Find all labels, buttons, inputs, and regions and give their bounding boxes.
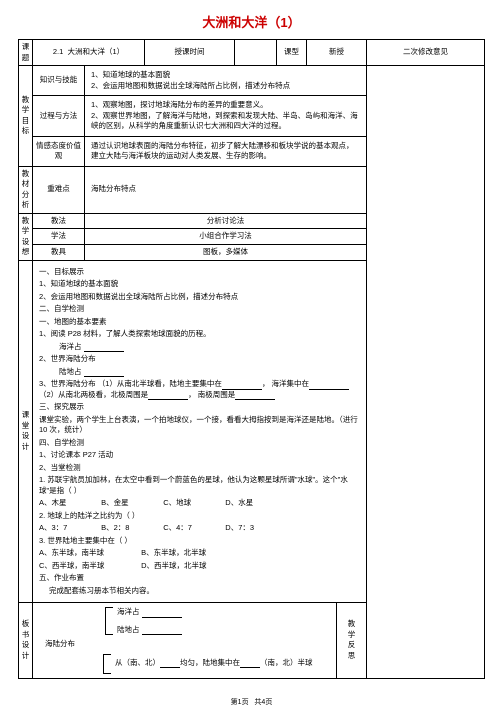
notes-column xyxy=(367,66,485,679)
design-content: 一、目标展示 1、知道地球的基本面貌 2、会运用地图和数据说出全球海陆所占比例，… xyxy=(33,260,367,603)
time-value xyxy=(235,40,277,66)
time-label: 授课时间 xyxy=(145,40,235,66)
method-v-0: 分析讨论法 xyxy=(85,213,367,229)
label-goals: 教学目标 xyxy=(19,66,33,167)
goal-v-1: 1、观察地图，探讨地球海陆分布的差异的重要意义。 2、观察世界地图，了解海洋与陆… xyxy=(85,96,367,137)
lesson-plan-table: 课题 2.1 大洲和大洋（1） 授课时间 课型 新授 二次修改意见 教学目标 知… xyxy=(18,39,485,679)
label-method: 教学设想 xyxy=(19,213,33,260)
material-k: 重难点 xyxy=(33,166,85,213)
label-material: 教材分析 xyxy=(19,166,33,213)
method-k-0: 教法 xyxy=(33,213,85,229)
method-k-1: 学法 xyxy=(33,229,85,245)
note-label: 二次修改意见 xyxy=(367,40,485,66)
doc-title: 大洲和大洋（1） xyxy=(18,12,485,31)
page-footer: 第1页 共4页 xyxy=(0,697,503,707)
board-content: 海洋占 陆地占 海陆分布 从（南、北） 均匀，陆地集中在 （南，北）半球 xyxy=(33,603,337,679)
type-value: 新授 xyxy=(307,40,367,66)
goal-k-2: 情感态度价值观 xyxy=(33,136,85,166)
method-v-1: 小组合作学习法 xyxy=(85,229,367,245)
goal-k-1: 过程与方法 xyxy=(33,96,85,137)
type-label: 课型 xyxy=(277,40,307,66)
label-board: 板书设计 xyxy=(19,603,33,679)
label-reflect: 教学反思 xyxy=(337,603,367,679)
label-design: 课堂设计 xyxy=(19,260,33,603)
topic-cell: 2.1 大洲和大洋（1） xyxy=(33,40,145,66)
label-keti: 课题 xyxy=(19,40,33,66)
goal-v-2: 通过认识地球表面的海陆分布特征，初步了解大陆漂移和板块学说的基本观点，建立大陆与… xyxy=(85,136,367,166)
method-v-2: 图板，多媒体 xyxy=(85,244,367,260)
goal-k-0: 知识与技能 xyxy=(33,66,85,96)
material-v: 海陆分布特点 xyxy=(85,166,367,213)
goal-v-0: 1、知道地球的基本面貌 2、会运用地图和数据说出全球海陆所占比例，描述分布特点 xyxy=(85,66,367,96)
method-k-2: 教具 xyxy=(33,244,85,260)
